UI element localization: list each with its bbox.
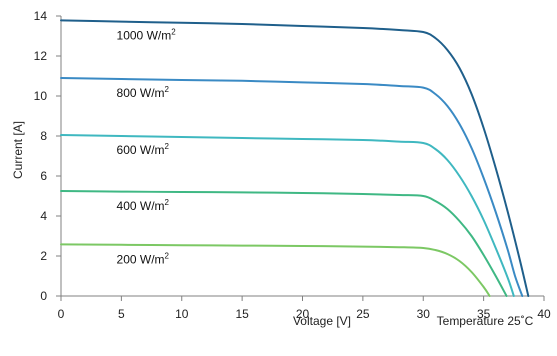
curve-label-unit-sup: 2 bbox=[171, 27, 176, 36]
curve-label-value: 200 bbox=[117, 252, 140, 266]
temperature-annotation: Temperature 25˚C bbox=[437, 314, 534, 328]
curve-label-1000: 1000 W/m2 bbox=[117, 27, 177, 42]
tick-labels: 0 2 4 6 8 10 12 14 0 5 10 15 20 25 30 35 40 bbox=[34, 9, 551, 321]
y-tick-label: 14 bbox=[34, 9, 48, 23]
axes bbox=[56, 15, 545, 301]
curve-label-400: 400 W/m2 bbox=[117, 198, 170, 213]
curve-label-unit-sup: 2 bbox=[165, 198, 170, 207]
curve-label-unit-sup: 2 bbox=[165, 85, 170, 94]
series-lines bbox=[60, 19, 530, 297]
curve-label-unit: W/m bbox=[140, 143, 165, 157]
y-tick-label: 0 bbox=[40, 289, 47, 303]
curve-label-unit-sup: 2 bbox=[165, 251, 170, 260]
y-tick-label: 8 bbox=[40, 129, 47, 143]
series-line-200 bbox=[60, 243, 491, 297]
y-tick-label: 10 bbox=[34, 89, 48, 103]
curve-label-unit: W/m bbox=[140, 252, 165, 266]
x-tick-label: 0 bbox=[58, 307, 65, 321]
x-tick-label: 5 bbox=[118, 307, 125, 321]
x-tick-label: 40 bbox=[537, 307, 551, 321]
y-axis-title: Current [A] bbox=[11, 121, 25, 179]
curve-label-unit: W/m bbox=[147, 28, 172, 42]
series-line-400 bbox=[60, 190, 508, 297]
curve-label-value: 400 bbox=[117, 199, 140, 213]
y-tick-label: 4 bbox=[40, 209, 47, 223]
curve-label-unit: W/m bbox=[140, 199, 165, 213]
x-tick-label: 10 bbox=[175, 307, 189, 321]
curve-label-unit-sup: 2 bbox=[165, 142, 170, 151]
y-tick-label: 12 bbox=[34, 49, 48, 63]
curve-label-value: 1000 bbox=[117, 28, 147, 42]
curve-label-600: 600 W/m2 bbox=[117, 142, 170, 157]
series-line-600 bbox=[60, 134, 515, 297]
curve-label-unit: W/m bbox=[140, 86, 165, 100]
x-tick-label: 20 bbox=[296, 307, 310, 321]
x-tick-label: 30 bbox=[417, 307, 431, 321]
y-tick-label: 2 bbox=[40, 249, 47, 263]
curve-label-800: 800 W/m2 bbox=[117, 85, 170, 100]
series-line-800 bbox=[60, 77, 524, 297]
x-tick-label: 25 bbox=[356, 307, 370, 321]
curve-label-200: 200 W/m2 bbox=[117, 251, 170, 266]
curve-label-value: 600 bbox=[117, 143, 140, 157]
curve-label-value: 800 bbox=[117, 86, 140, 100]
x-tick-label: 35 bbox=[477, 307, 491, 321]
x-axis-title: Voltage [V] bbox=[293, 314, 351, 328]
x-tick-label: 15 bbox=[235, 307, 249, 321]
series-line-1000 bbox=[60, 19, 530, 297]
y-tick-label: 6 bbox=[40, 169, 47, 183]
